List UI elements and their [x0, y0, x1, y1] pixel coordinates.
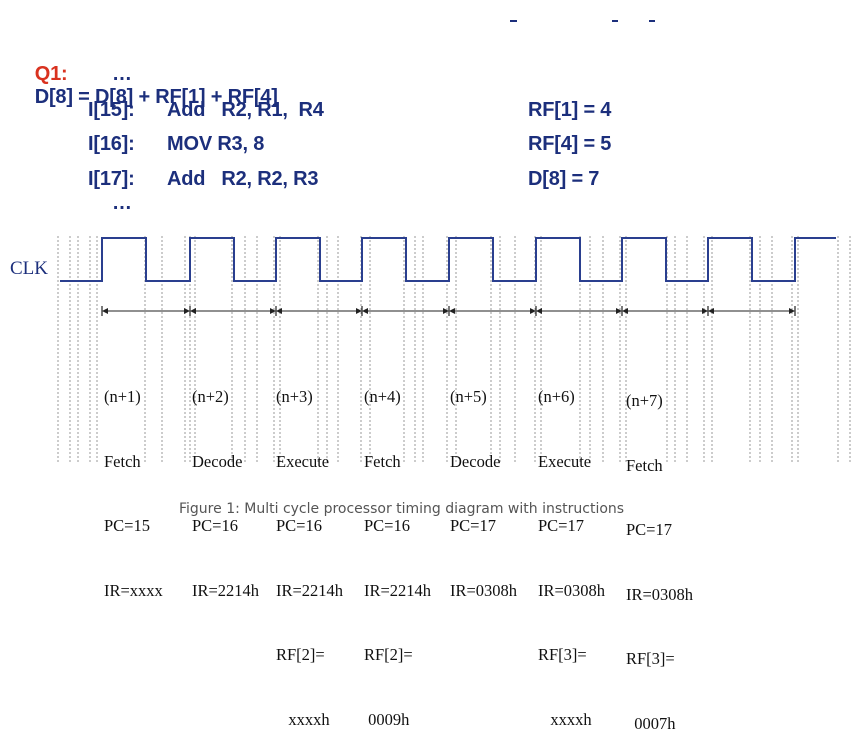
instruction-addr: I[16]: — [88, 133, 135, 155]
arrow-head-left — [362, 308, 368, 314]
cycle-line: Fetch — [364, 451, 401, 471]
arrow-head-left — [622, 308, 628, 314]
cycle-line: IR=0308h — [538, 580, 606, 600]
cycle-line: Decode — [450, 451, 501, 471]
cycle-line: RF[2]= — [276, 645, 325, 664]
arrow-head-left — [190, 308, 196, 314]
arrow-head-right — [616, 308, 622, 314]
instruction-addr: I[15]: — [88, 99, 135, 121]
cycle-column: (n+2) Decode PC=16 IR=2214h — [192, 343, 259, 623]
arrow-head-right — [356, 308, 362, 314]
ellipsis-bottom: … — [112, 192, 132, 214]
cycle-line: (n+6) — [538, 387, 575, 406]
cycle-line: RF[3]= — [538, 645, 587, 664]
question-label: Q1: — [34, 63, 68, 85]
cycle-line: IR=2214h — [364, 580, 432, 600]
register-value: RF[4] = 5 — [528, 133, 612, 155]
arrow-head-right — [270, 308, 276, 314]
top-dash — [510, 20, 517, 22]
cycle-column: (n+1) Fetch PC=15 IR=xxxx — [104, 343, 163, 623]
cycle-line: PC=15 — [104, 516, 150, 535]
cycle-line: Fetch — [104, 451, 141, 471]
cycle-line: IR=2214h — [192, 580, 260, 600]
arrow-head-left — [708, 308, 714, 314]
arrow-head-left — [536, 308, 542, 314]
register-value: RF[1] = 4 — [528, 99, 612, 121]
cycle-line: Execute — [538, 451, 592, 471]
cycle-line: xxxxh — [538, 709, 592, 729]
arrow-head-right — [443, 308, 449, 314]
top-dash — [612, 20, 618, 22]
cycle-column: (n+5) Decode PC=17 IR=0308h — [450, 343, 517, 623]
top-dash — [649, 20, 655, 22]
cycle-line: (n+7) — [626, 391, 663, 410]
arrow-head-right — [702, 308, 708, 314]
cycle-line: IR=0308h — [450, 580, 518, 600]
cycle-line: Decode — [192, 451, 243, 471]
cycle-line: (n+1) — [104, 387, 141, 406]
cycle-line: (n+3) — [276, 387, 313, 406]
timing-diagram — [57, 236, 851, 462]
cycle-line: Execute — [276, 451, 330, 471]
clock-waveform — [60, 237, 836, 282]
cycle-line: 0007h — [626, 713, 676, 733]
register-value: D[8] = 7 — [528, 168, 600, 190]
arrow-head-right — [789, 308, 795, 314]
figure-caption: Figure 1: Multi cycle processor timing d… — [179, 501, 625, 517]
cycle-line: (n+5) — [450, 387, 487, 406]
cycle-line: IR=xxxx — [104, 580, 163, 600]
cycle-line: Fetch — [626, 455, 663, 475]
arrow-head-left — [449, 308, 455, 314]
cycle-line: PC=17 — [626, 520, 672, 539]
instruction-op: Add R2, R1, R4 — [167, 99, 324, 121]
cycle-line: PC=17 — [538, 516, 584, 535]
cycle-line: PC=16 — [364, 516, 410, 535]
cycle-line: IR=0308h — [626, 584, 694, 604]
arrow-head-right — [530, 308, 536, 314]
instruction-addr: I[17]: — [88, 168, 135, 190]
instruction-op: MOV R3, 8 — [167, 133, 265, 155]
cycle-line: PC=16 — [276, 516, 322, 535]
arrow-head-left — [102, 308, 108, 314]
cycle-line: PC=16 — [192, 516, 238, 535]
arrow-head-left — [276, 308, 282, 314]
cycle-column: (n+7) Fetch PC=17 IR=0308h RF[3]= 0007h — [626, 347, 693, 756]
cycle-column: (n+3) Execute PC=16 IR=2214h RF[2]= xxxx… — [276, 343, 343, 752]
clock-label: CLK — [10, 258, 48, 279]
cycle-line: RF[2]= — [364, 645, 413, 664]
cycle-line: (n+4) — [364, 387, 401, 406]
cycle-column: (n+6) Execute PC=17 IR=0308h RF[3]= xxxx… — [538, 343, 605, 752]
cycle-line: 0009h — [364, 709, 410, 729]
instruction-op: Add R2, R2, R3 — [167, 168, 319, 190]
cycle-column: (n+4) Fetch PC=16 IR=2214h RF[2]= 0009h — [364, 343, 431, 752]
question-line: Q1: D[8] = D[8] + RF[1] + RF[4] — [24, 40, 278, 109]
cycle-line: (n+2) — [192, 387, 229, 406]
ellipsis-top: … — [112, 63, 132, 85]
arrow-head-right — [184, 308, 190, 314]
question-expression: D[8] = D[8] + RF[1] + RF[4] — [34, 86, 278, 108]
cycle-line: PC=17 — [450, 516, 496, 535]
cycle-line: xxxxh — [276, 709, 330, 729]
cycle-line: RF[3]= — [626, 649, 675, 668]
cycle-line: IR=2214h — [276, 580, 344, 600]
